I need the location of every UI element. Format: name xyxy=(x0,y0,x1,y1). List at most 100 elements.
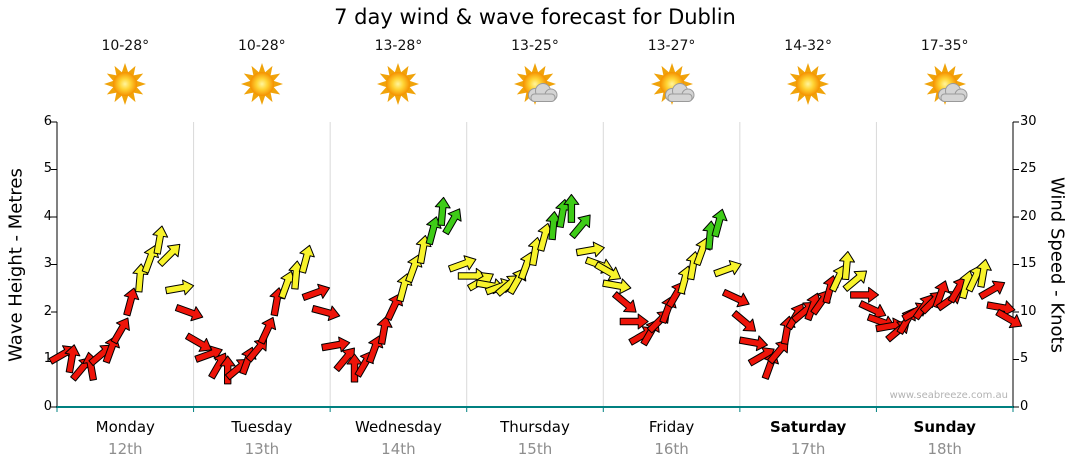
right-axis-tick: 0 xyxy=(1020,399,1029,414)
temperature-range: 13-27° xyxy=(647,38,696,54)
wind-arrow xyxy=(575,241,605,258)
wind-arrow xyxy=(301,283,331,301)
wind-arrow xyxy=(257,316,277,345)
wind-arrow xyxy=(619,313,649,330)
temperature-range: 14-32° xyxy=(784,38,832,54)
temperature-range: 17-35° xyxy=(920,38,969,54)
sunny-icon xyxy=(101,60,149,108)
right-axis-tick: 25 xyxy=(1020,161,1037,176)
partly-cloudy-icon xyxy=(648,60,696,108)
day-column: Saturday 17th xyxy=(740,416,877,472)
wind-arrow xyxy=(185,332,212,352)
day-date: 13th xyxy=(244,440,280,458)
wind-arrow xyxy=(976,258,992,288)
wind-arrow xyxy=(447,255,477,273)
wind-arrow xyxy=(152,225,169,255)
wind-arrow xyxy=(563,193,580,223)
left-axis-tick: 5 xyxy=(43,161,52,176)
partly-cloudy-icon xyxy=(511,60,559,108)
right-axis-title: Wind Speed - Knots xyxy=(1046,177,1068,353)
wind-arrow xyxy=(721,288,750,308)
temperature-range: 13-25° xyxy=(511,38,559,54)
sunny-icon xyxy=(238,60,286,108)
day-column: Monday 12th xyxy=(57,416,194,472)
day-name: Monday xyxy=(95,418,155,436)
day-column: 14-32° xyxy=(740,36,877,126)
temperature-range: 10-28° xyxy=(101,38,150,54)
wind-arrow xyxy=(594,261,622,281)
day-name: Saturday xyxy=(769,418,847,436)
day-column: 13-28° xyxy=(330,36,467,126)
wind-arrow xyxy=(569,214,591,240)
wind-arrow xyxy=(545,211,562,241)
wind-arrow xyxy=(165,279,195,296)
right-axis-tick: 20 xyxy=(1020,209,1037,224)
page-title: 7 day wind & wave forecast for Dublin xyxy=(334,5,736,29)
day-header-row: 10-28° 10-28° 13-28° 13-25° 13-27° 14-32… xyxy=(57,36,1013,126)
wind-arrow xyxy=(311,305,341,322)
temperature-range: 13-28° xyxy=(374,38,423,54)
wind-arrow xyxy=(711,208,728,238)
sunny-icon xyxy=(374,60,422,108)
wind-arrow xyxy=(64,344,81,374)
wind-arrow xyxy=(612,291,637,313)
wind-arrow xyxy=(839,250,856,281)
watermark: www.seabreeze.com.au xyxy=(889,390,1008,401)
day-name: Tuesday xyxy=(231,418,293,436)
day-column: 13-27° xyxy=(603,36,740,126)
left-axis-title: Wave Height - Metres xyxy=(5,168,27,362)
left-axis-tick: 4 xyxy=(43,209,52,224)
day-date: 16th xyxy=(654,440,689,458)
right-axis-tick: 30 xyxy=(1020,114,1037,129)
wind-arrow xyxy=(842,270,868,292)
day-name: Friday xyxy=(648,418,695,436)
wind-arrow xyxy=(157,243,181,267)
left-axis-tick: 6 xyxy=(43,114,52,129)
day-column: Tuesday 13th xyxy=(194,416,331,472)
wind-arrow xyxy=(123,287,140,317)
day-label-row: Monday 12th Tuesday 13th Wednesday 14th … xyxy=(57,416,1013,472)
right-axis-tick: 15 xyxy=(1020,256,1037,271)
wind-arrow xyxy=(434,196,451,227)
wind-arrow xyxy=(850,286,880,303)
left-axis-tick: 2 xyxy=(43,304,52,319)
wind-arrow xyxy=(219,355,236,385)
wind-arrow xyxy=(174,304,204,322)
left-axis-tick: 0 xyxy=(43,399,52,414)
temperature-range: 10-28° xyxy=(238,38,286,54)
day-date: 12th xyxy=(108,440,143,458)
day-column: 10-28° xyxy=(57,36,194,126)
day-column: Wednesday 14th xyxy=(330,416,467,472)
wind-arrow xyxy=(995,308,1023,329)
wind-arrow xyxy=(986,300,1016,317)
wind-arrow xyxy=(442,208,462,236)
day-column: Sunday 18th xyxy=(876,416,1013,472)
day-date: 17th xyxy=(790,440,826,458)
wind-arrow xyxy=(731,310,757,332)
wind-arrow xyxy=(978,280,1006,300)
wind-arrow xyxy=(376,315,393,345)
wind-arrow xyxy=(602,278,632,295)
day-column: 13-25° xyxy=(467,36,604,126)
day-column: 10-28° xyxy=(194,36,331,126)
wind-arrow xyxy=(110,317,130,345)
right-axis-tick: 5 xyxy=(1020,351,1029,366)
day-column: Friday 16th xyxy=(603,416,740,472)
day-column: Thursday 15th xyxy=(467,416,604,472)
day-name: Sunday xyxy=(913,418,976,436)
day-date: 14th xyxy=(381,440,416,458)
wind-arrow xyxy=(298,244,315,274)
left-axis-tick: 1 xyxy=(43,351,52,366)
day-column: 17-35° xyxy=(876,36,1013,126)
left-axis-tick: 3 xyxy=(43,256,52,271)
sunny-icon xyxy=(784,60,832,108)
right-axis-tick: 10 xyxy=(1020,304,1037,319)
partly-cloudy-icon xyxy=(921,60,969,108)
wind-arrow xyxy=(346,353,363,383)
wind-arrow xyxy=(713,260,742,278)
day-date: 18th xyxy=(927,440,962,458)
wind-arrow xyxy=(858,300,887,319)
